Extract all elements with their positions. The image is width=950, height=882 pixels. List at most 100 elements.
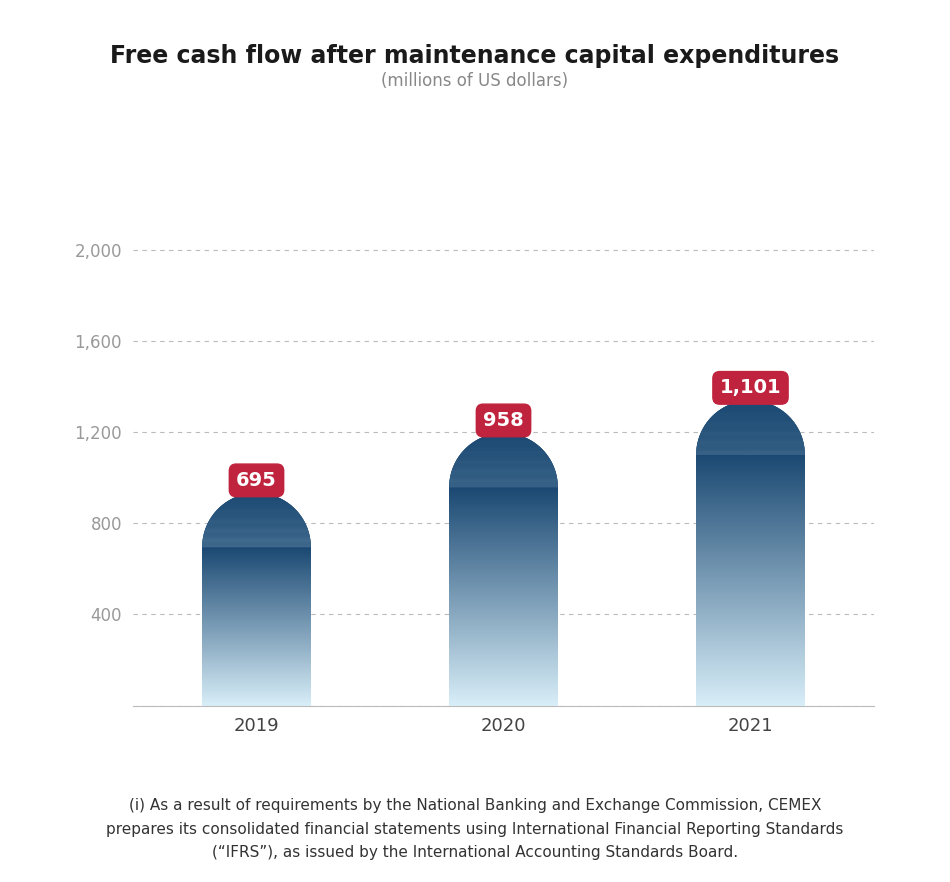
Polygon shape: [256, 501, 289, 547]
Polygon shape: [741, 400, 760, 401]
Polygon shape: [696, 400, 805, 455]
Polygon shape: [498, 425, 509, 431]
Polygon shape: [708, 421, 793, 422]
Polygon shape: [699, 435, 802, 436]
Polygon shape: [476, 439, 531, 440]
Polygon shape: [208, 519, 256, 547]
Polygon shape: [256, 522, 307, 547]
Polygon shape: [750, 408, 783, 455]
Polygon shape: [504, 479, 558, 488]
Polygon shape: [209, 520, 304, 521]
Polygon shape: [449, 480, 558, 481]
Polygon shape: [231, 498, 282, 499]
Polygon shape: [750, 446, 805, 455]
Polygon shape: [256, 534, 310, 547]
Polygon shape: [455, 461, 552, 462]
Polygon shape: [449, 483, 558, 484]
Polygon shape: [451, 470, 556, 471]
Polygon shape: [460, 452, 504, 488]
Polygon shape: [450, 476, 557, 477]
Polygon shape: [202, 539, 256, 547]
Polygon shape: [712, 415, 789, 416]
Polygon shape: [457, 455, 504, 488]
Polygon shape: [213, 514, 300, 516]
Polygon shape: [205, 527, 308, 528]
Polygon shape: [256, 495, 274, 547]
Text: Free cash flow after maintenance capital expenditures: Free cash flow after maintenance capital…: [110, 44, 840, 68]
Polygon shape: [449, 481, 558, 482]
Polygon shape: [704, 422, 751, 455]
Polygon shape: [504, 449, 544, 488]
Polygon shape: [704, 426, 797, 427]
Polygon shape: [244, 494, 256, 547]
Polygon shape: [731, 403, 770, 404]
Polygon shape: [701, 430, 800, 431]
Polygon shape: [504, 435, 521, 488]
Polygon shape: [202, 541, 311, 542]
Polygon shape: [750, 400, 759, 455]
Polygon shape: [205, 529, 308, 530]
Polygon shape: [256, 512, 300, 547]
Polygon shape: [464, 449, 543, 450]
Polygon shape: [750, 401, 763, 455]
Polygon shape: [696, 453, 805, 454]
Polygon shape: [696, 450, 805, 451]
Polygon shape: [216, 509, 256, 547]
Polygon shape: [453, 463, 504, 488]
Polygon shape: [725, 406, 776, 407]
Polygon shape: [203, 534, 310, 535]
Polygon shape: [706, 423, 795, 424]
Polygon shape: [454, 463, 553, 464]
Polygon shape: [504, 475, 557, 488]
Polygon shape: [710, 419, 791, 420]
Polygon shape: [217, 509, 296, 510]
Polygon shape: [207, 525, 306, 526]
Polygon shape: [242, 494, 271, 495]
Polygon shape: [256, 530, 310, 547]
Polygon shape: [484, 436, 523, 437]
Polygon shape: [202, 539, 311, 540]
Polygon shape: [742, 400, 750, 455]
Polygon shape: [456, 460, 551, 461]
Polygon shape: [451, 473, 556, 474]
Polygon shape: [697, 443, 804, 444]
Polygon shape: [202, 543, 256, 547]
Polygon shape: [504, 446, 541, 488]
Polygon shape: [239, 495, 256, 547]
Polygon shape: [504, 441, 536, 488]
Polygon shape: [696, 449, 805, 450]
Polygon shape: [449, 482, 558, 483]
Polygon shape: [256, 496, 277, 547]
Polygon shape: [452, 469, 555, 470]
Polygon shape: [463, 449, 504, 488]
Polygon shape: [705, 425, 796, 426]
Text: 1,101: 1,101: [720, 378, 781, 398]
Polygon shape: [239, 495, 274, 496]
Polygon shape: [750, 434, 802, 455]
Polygon shape: [715, 411, 750, 455]
Polygon shape: [218, 507, 294, 508]
Polygon shape: [750, 402, 768, 455]
Polygon shape: [202, 540, 311, 541]
Polygon shape: [750, 400, 754, 455]
Polygon shape: [696, 452, 805, 453]
Polygon shape: [461, 452, 546, 454]
Polygon shape: [716, 411, 785, 412]
Polygon shape: [204, 531, 309, 532]
Polygon shape: [466, 446, 541, 447]
Polygon shape: [486, 435, 504, 488]
Polygon shape: [712, 414, 750, 455]
Polygon shape: [458, 457, 549, 458]
Polygon shape: [256, 527, 308, 547]
Text: 695: 695: [237, 471, 276, 490]
Polygon shape: [696, 446, 805, 447]
Polygon shape: [213, 513, 300, 514]
Polygon shape: [224, 503, 289, 504]
Polygon shape: [711, 416, 790, 417]
Polygon shape: [233, 497, 280, 498]
Polygon shape: [232, 497, 256, 547]
Polygon shape: [696, 448, 805, 449]
Polygon shape: [209, 519, 304, 520]
Polygon shape: [733, 402, 750, 455]
Polygon shape: [256, 499, 285, 547]
